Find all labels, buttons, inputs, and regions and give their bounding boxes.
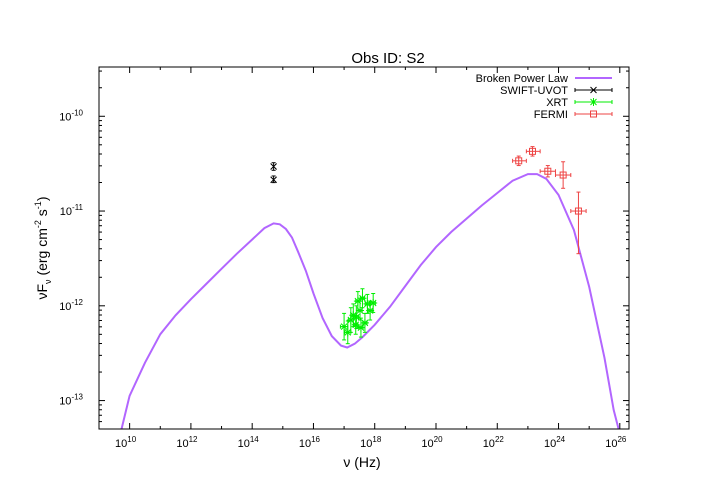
data-point xyxy=(356,317,365,338)
series-xrt xyxy=(339,288,378,345)
x-tick-label: 1018 xyxy=(360,435,382,450)
data-point xyxy=(360,312,369,333)
point-marker xyxy=(528,147,536,155)
point-marker xyxy=(360,318,369,327)
legend-label: XRT xyxy=(546,97,568,109)
data-point xyxy=(369,292,378,313)
x-tick-label: 1026 xyxy=(605,435,627,450)
point-marker xyxy=(352,313,361,322)
y-tick-label: 10-13 xyxy=(59,393,83,408)
point-marker xyxy=(270,163,277,170)
axis-ticks xyxy=(98,67,629,429)
x-tick-label: 1016 xyxy=(299,435,321,450)
x-tick-label: 1024 xyxy=(544,435,566,450)
legend-item-xrt: XRT xyxy=(546,97,613,109)
point-marker xyxy=(340,322,349,331)
point-marker xyxy=(363,299,372,308)
data-point xyxy=(358,288,367,309)
point-marker xyxy=(515,157,523,165)
point-marker xyxy=(559,171,567,179)
legend-marker xyxy=(590,110,597,118)
legend-item-broken-power-law: Broken Power Law xyxy=(476,73,612,85)
data-point xyxy=(539,165,556,178)
point-marker xyxy=(544,167,552,175)
point-marker xyxy=(346,316,355,325)
x-tick-label: 1014 xyxy=(238,435,260,450)
x-tick-label: 1022 xyxy=(483,435,505,450)
plot-frame xyxy=(98,66,630,430)
y-tick-label: 10-12 xyxy=(59,298,83,313)
legend-marker xyxy=(590,86,597,94)
series-layer xyxy=(120,146,620,429)
point-marker xyxy=(369,298,378,307)
legend-item-swift-uvot: SWIFT-UVOT xyxy=(500,85,613,97)
point-marker xyxy=(574,207,582,215)
data-point xyxy=(339,312,349,341)
x-tick-label: 1010 xyxy=(115,435,137,450)
x-axis-title: ν (Hz) xyxy=(343,454,380,470)
tick-labels: 1010 1012 1014 1016 1018 1020 1022 1024 1026 10-1… xyxy=(59,108,627,450)
data-point xyxy=(570,191,587,255)
series-swift-uvot xyxy=(270,162,277,184)
legend-item-fermi: FERMI xyxy=(534,109,613,121)
legend-label: FERMI xyxy=(534,109,568,121)
legend-label: SWIFT-UVOT xyxy=(500,85,568,97)
chart-title: Obs ID: S2 xyxy=(351,50,424,67)
point-marker xyxy=(356,323,365,332)
model-curve xyxy=(120,173,620,429)
legend-label: Broken Power Law xyxy=(476,73,568,85)
y-tick-label: 10-11 xyxy=(60,203,84,218)
data-point xyxy=(270,162,277,171)
data-point xyxy=(363,293,372,314)
point-marker xyxy=(343,328,352,337)
point-marker xyxy=(358,294,367,303)
data-point xyxy=(512,155,527,167)
x-tick-label: 1012 xyxy=(176,435,198,450)
y-tick-label: 10-10 xyxy=(59,108,83,123)
point-marker xyxy=(366,306,375,315)
legend-marker xyxy=(589,98,598,106)
data-point xyxy=(366,300,375,321)
series-broken-power-law xyxy=(120,173,620,429)
data-point xyxy=(356,300,365,321)
y-axis-title: νFν (erg cm-2 s-1) xyxy=(33,197,53,300)
data-point xyxy=(349,303,358,328)
data-point xyxy=(352,305,361,330)
point-marker xyxy=(356,306,365,315)
series-fermi xyxy=(512,146,587,255)
point-marker xyxy=(353,297,362,306)
point-marker xyxy=(270,176,277,184)
data-point xyxy=(525,146,541,157)
x-tick-label: 1020 xyxy=(421,435,443,450)
data-point xyxy=(343,320,352,345)
point-marker xyxy=(351,320,360,329)
point-marker xyxy=(349,311,358,320)
data-point xyxy=(270,175,277,184)
data-point xyxy=(554,161,572,189)
